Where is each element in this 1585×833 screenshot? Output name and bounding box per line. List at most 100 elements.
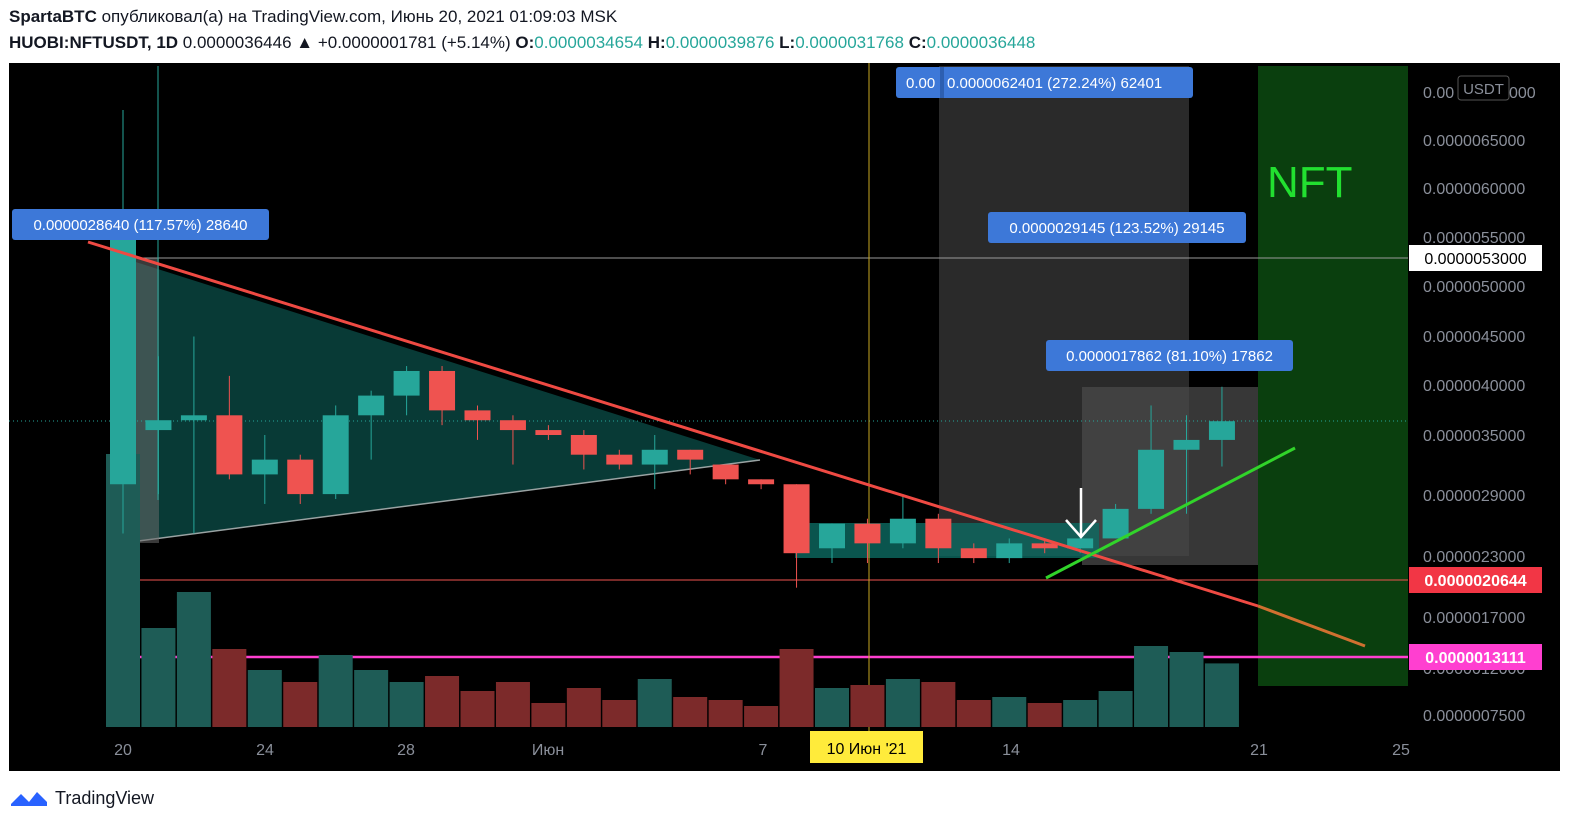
candle-body [499, 420, 526, 431]
volume-bars [106, 454, 1239, 727]
candle-body [535, 430, 562, 435]
brand-name: TradingView [55, 787, 155, 808]
candle [393, 366, 420, 416]
volume-bar [141, 628, 176, 727]
high-value: 0.0000039876 [665, 33, 775, 52]
candle [748, 479, 775, 490]
volume-bar [1063, 700, 1098, 727]
candle-body [1173, 439, 1200, 450]
volume-bar [566, 688, 601, 727]
y-tick: 0.0000029000 [1423, 488, 1525, 505]
annotation-117-text: 0.0000028640 (117.57%) 28640 [33, 217, 247, 234]
close-label: C: [908, 33, 927, 52]
y-tick: 0.0000060000 [1423, 181, 1525, 198]
volume-bar [318, 655, 353, 727]
volume-bar [673, 697, 708, 727]
candle-body [1102, 508, 1129, 539]
candle-body [393, 370, 420, 396]
publish-info: SpartaBTC опубликовал(а) на TradingView.… [9, 7, 617, 27]
x-tick: 7 [759, 742, 768, 759]
candle [1208, 386, 1235, 467]
candle-body [464, 410, 491, 421]
candle-body [748, 479, 775, 485]
price-label-magenta [1409, 644, 1542, 670]
crosshair-date: 10 Июн '21 [827, 741, 907, 758]
x-tick: 14 [1002, 742, 1020, 759]
candle-body [251, 459, 278, 475]
candle-body [712, 464, 739, 480]
candle-body [1031, 543, 1058, 549]
candle-body [819, 523, 845, 549]
candle-body [1138, 449, 1165, 509]
symbol-line: HUOBI:NFTUSDT, 1D 0.0000036446 ▲ +0.0000… [9, 33, 1035, 53]
volume-bar [389, 682, 424, 727]
candle [925, 513, 952, 564]
volume-bar [1169, 652, 1204, 727]
volume-bar [1204, 663, 1239, 727]
publish-text: опубликовал(а) на TradingView.com, Июнь … [101, 7, 618, 26]
triangle-lower-line [122, 459, 761, 544]
annotation-81[interactable]: 0.0000017862 (81.10%) 17862 [1046, 340, 1293, 371]
ascending-support-line [1045, 446, 1296, 580]
volume-bar [354, 670, 389, 727]
volume-bar [602, 700, 637, 727]
volume-bar [708, 700, 743, 727]
volume-bar [921, 682, 956, 727]
candle-body [996, 543, 1023, 559]
candle [322, 405, 349, 500]
annotation-272[interactable]: 0.00 0.0000062401 (272.24%) 62401 [896, 67, 1193, 98]
candle [145, 356, 172, 495]
candle [677, 449, 704, 475]
annotation-81-text: 0.0000017862 (81.10%) 17862 [1066, 348, 1273, 365]
price-change: ▲ +0.0000001781 (+5.14%) [296, 33, 511, 52]
candle-body [925, 518, 952, 549]
candles [110, 109, 1235, 588]
volume-bar [992, 697, 1027, 727]
high-label: H: [647, 33, 666, 52]
candle [110, 109, 136, 534]
candle-body [429, 370, 456, 411]
volume-bar [1134, 646, 1169, 727]
crosshair-date-badge [810, 731, 923, 763]
volume-bar [1098, 691, 1133, 727]
chart-area[interactable]: NFT 0.0000028640 (117.57%) 28640 0.00000… [9, 63, 1560, 771]
volume-bar [850, 685, 885, 727]
y-tick: 0.0000045000 [1423, 329, 1525, 346]
time-axis[interactable]: 20 24 28 Июн 7 14 21 25 10 Июн '21 [114, 731, 1410, 763]
y-tick-top-tail: 000 [1509, 85, 1536, 102]
symbol-name: HUOBI:NFTUSDT, 1D [9, 33, 179, 52]
volume-bar [425, 676, 460, 727]
candle [251, 435, 278, 504]
candle-body [960, 548, 987, 559]
down-arrow-icon [1065, 488, 1097, 539]
y-tick-top-partial: 0.00 [1423, 85, 1454, 102]
price-axis[interactable]: 0.00 000 USDT 0.0000065000 0.0000060000 … [1409, 75, 1542, 725]
footer-branding[interactable]: TradingView [9, 786, 154, 810]
x-tick: 24 [256, 742, 274, 759]
volume-bar [212, 649, 247, 727]
annotation-117[interactable]: 0.0000028640 (117.57%) 28640 [12, 209, 269, 240]
candle [1102, 503, 1129, 539]
candle [287, 454, 314, 504]
volume-bar [495, 682, 530, 727]
candle-body [1067, 538, 1094, 549]
volume-bar [956, 700, 991, 727]
annotation-272-partial: 0.00 [906, 75, 935, 92]
candle-body [854, 523, 881, 544]
candle [1173, 415, 1200, 514]
candle [783, 484, 810, 588]
volume-bar [460, 691, 495, 727]
volume-bar [531, 703, 566, 727]
candle [535, 425, 562, 440]
last-price: 0.0000036446 [182, 33, 292, 52]
candle-body [677, 449, 704, 460]
candle-body [358, 395, 385, 416]
y-tick: 0.0000050000 [1423, 279, 1525, 296]
annotation-123[interactable]: 0.0000029145 (123.52%) 29145 [988, 212, 1246, 243]
volume-bar [779, 649, 814, 727]
y-tick: 0.0000035000 [1423, 428, 1525, 445]
y-tick: 0.0000017000 [1423, 610, 1525, 627]
x-tick: 28 [397, 742, 415, 759]
low-label: L: [779, 33, 796, 52]
price-chart[interactable]: NFT 0.0000028640 (117.57%) 28640 0.00000… [9, 63, 1560, 771]
